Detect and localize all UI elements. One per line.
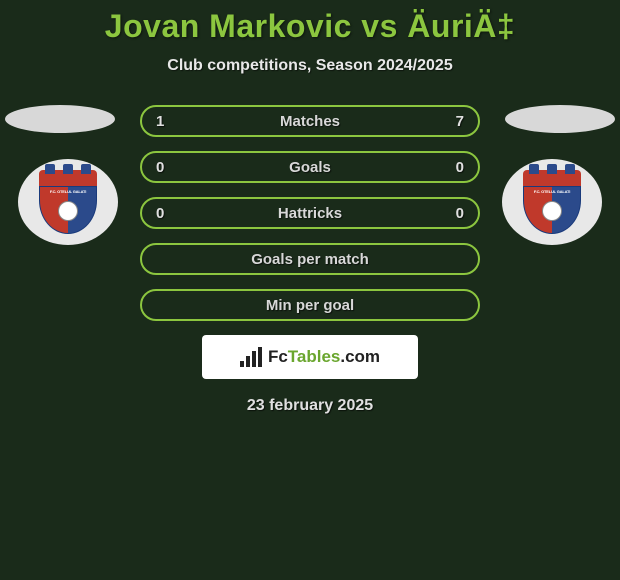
logo-text-b: Tables: [288, 347, 341, 366]
logo-text-a: Fc: [268, 347, 288, 366]
stat-pill: Goals per match: [140, 243, 480, 275]
stat-label: Goals: [289, 159, 331, 176]
page-subtitle: Club competitions, Season 2024/2025: [0, 57, 620, 75]
stat-pill: Min per goal: [140, 289, 480, 321]
club-shield-icon: F.C. OTELUL GALATI: [523, 170, 581, 234]
stat-left-value: 1: [156, 113, 176, 130]
badge-circle: F.C. OTELUL GALATI: [18, 159, 118, 245]
logo-text: FcTables.com: [268, 347, 380, 367]
stat-left-value: 0: [156, 205, 176, 222]
club-badge-right: F.C. OTELUL GALATI: [502, 159, 602, 245]
fctables-logo[interactable]: FcTables.com: [202, 335, 418, 379]
player-right-placeholder: [505, 105, 615, 133]
player-left-placeholder: [5, 105, 115, 133]
stat-pill: 1 Matches 7: [140, 105, 480, 137]
stat-row-min-per-goal: Min per goal: [0, 289, 620, 321]
stat-left-value: 0: [156, 159, 176, 176]
stats-area: F.C. OTELUL GALATI F.C. OTELUL GALATI 1 …: [0, 105, 620, 415]
shield-text: F.C. OTELUL GALATI: [40, 189, 96, 194]
page-title: Jovan Markovic vs ÄuriÄ‡: [0, 0, 620, 45]
shield-text: F.C. OTELUL GALATI: [524, 189, 580, 194]
stat-label: Goals per match: [251, 251, 369, 268]
date-text: 23 february 2025: [0, 397, 620, 415]
stat-pill: 0 Hattricks 0: [140, 197, 480, 229]
stat-pill: 0 Goals 0: [140, 151, 480, 183]
stat-label: Min per goal: [266, 297, 354, 314]
logo-text-c: .com: [340, 347, 380, 366]
club-badge-left: F.C. OTELUL GALATI: [18, 159, 118, 245]
stat-label: Matches: [280, 113, 340, 130]
stat-right-value: 7: [444, 113, 464, 130]
stat-row-goals-per-match: Goals per match: [0, 243, 620, 275]
stat-right-value: 0: [444, 205, 464, 222]
bar-chart-icon: [240, 347, 262, 367]
stat-label: Hattricks: [278, 205, 342, 222]
stat-right-value: 0: [444, 159, 464, 176]
badge-circle: F.C. OTELUL GALATI: [502, 159, 602, 245]
club-shield-icon: F.C. OTELUL GALATI: [39, 170, 97, 234]
